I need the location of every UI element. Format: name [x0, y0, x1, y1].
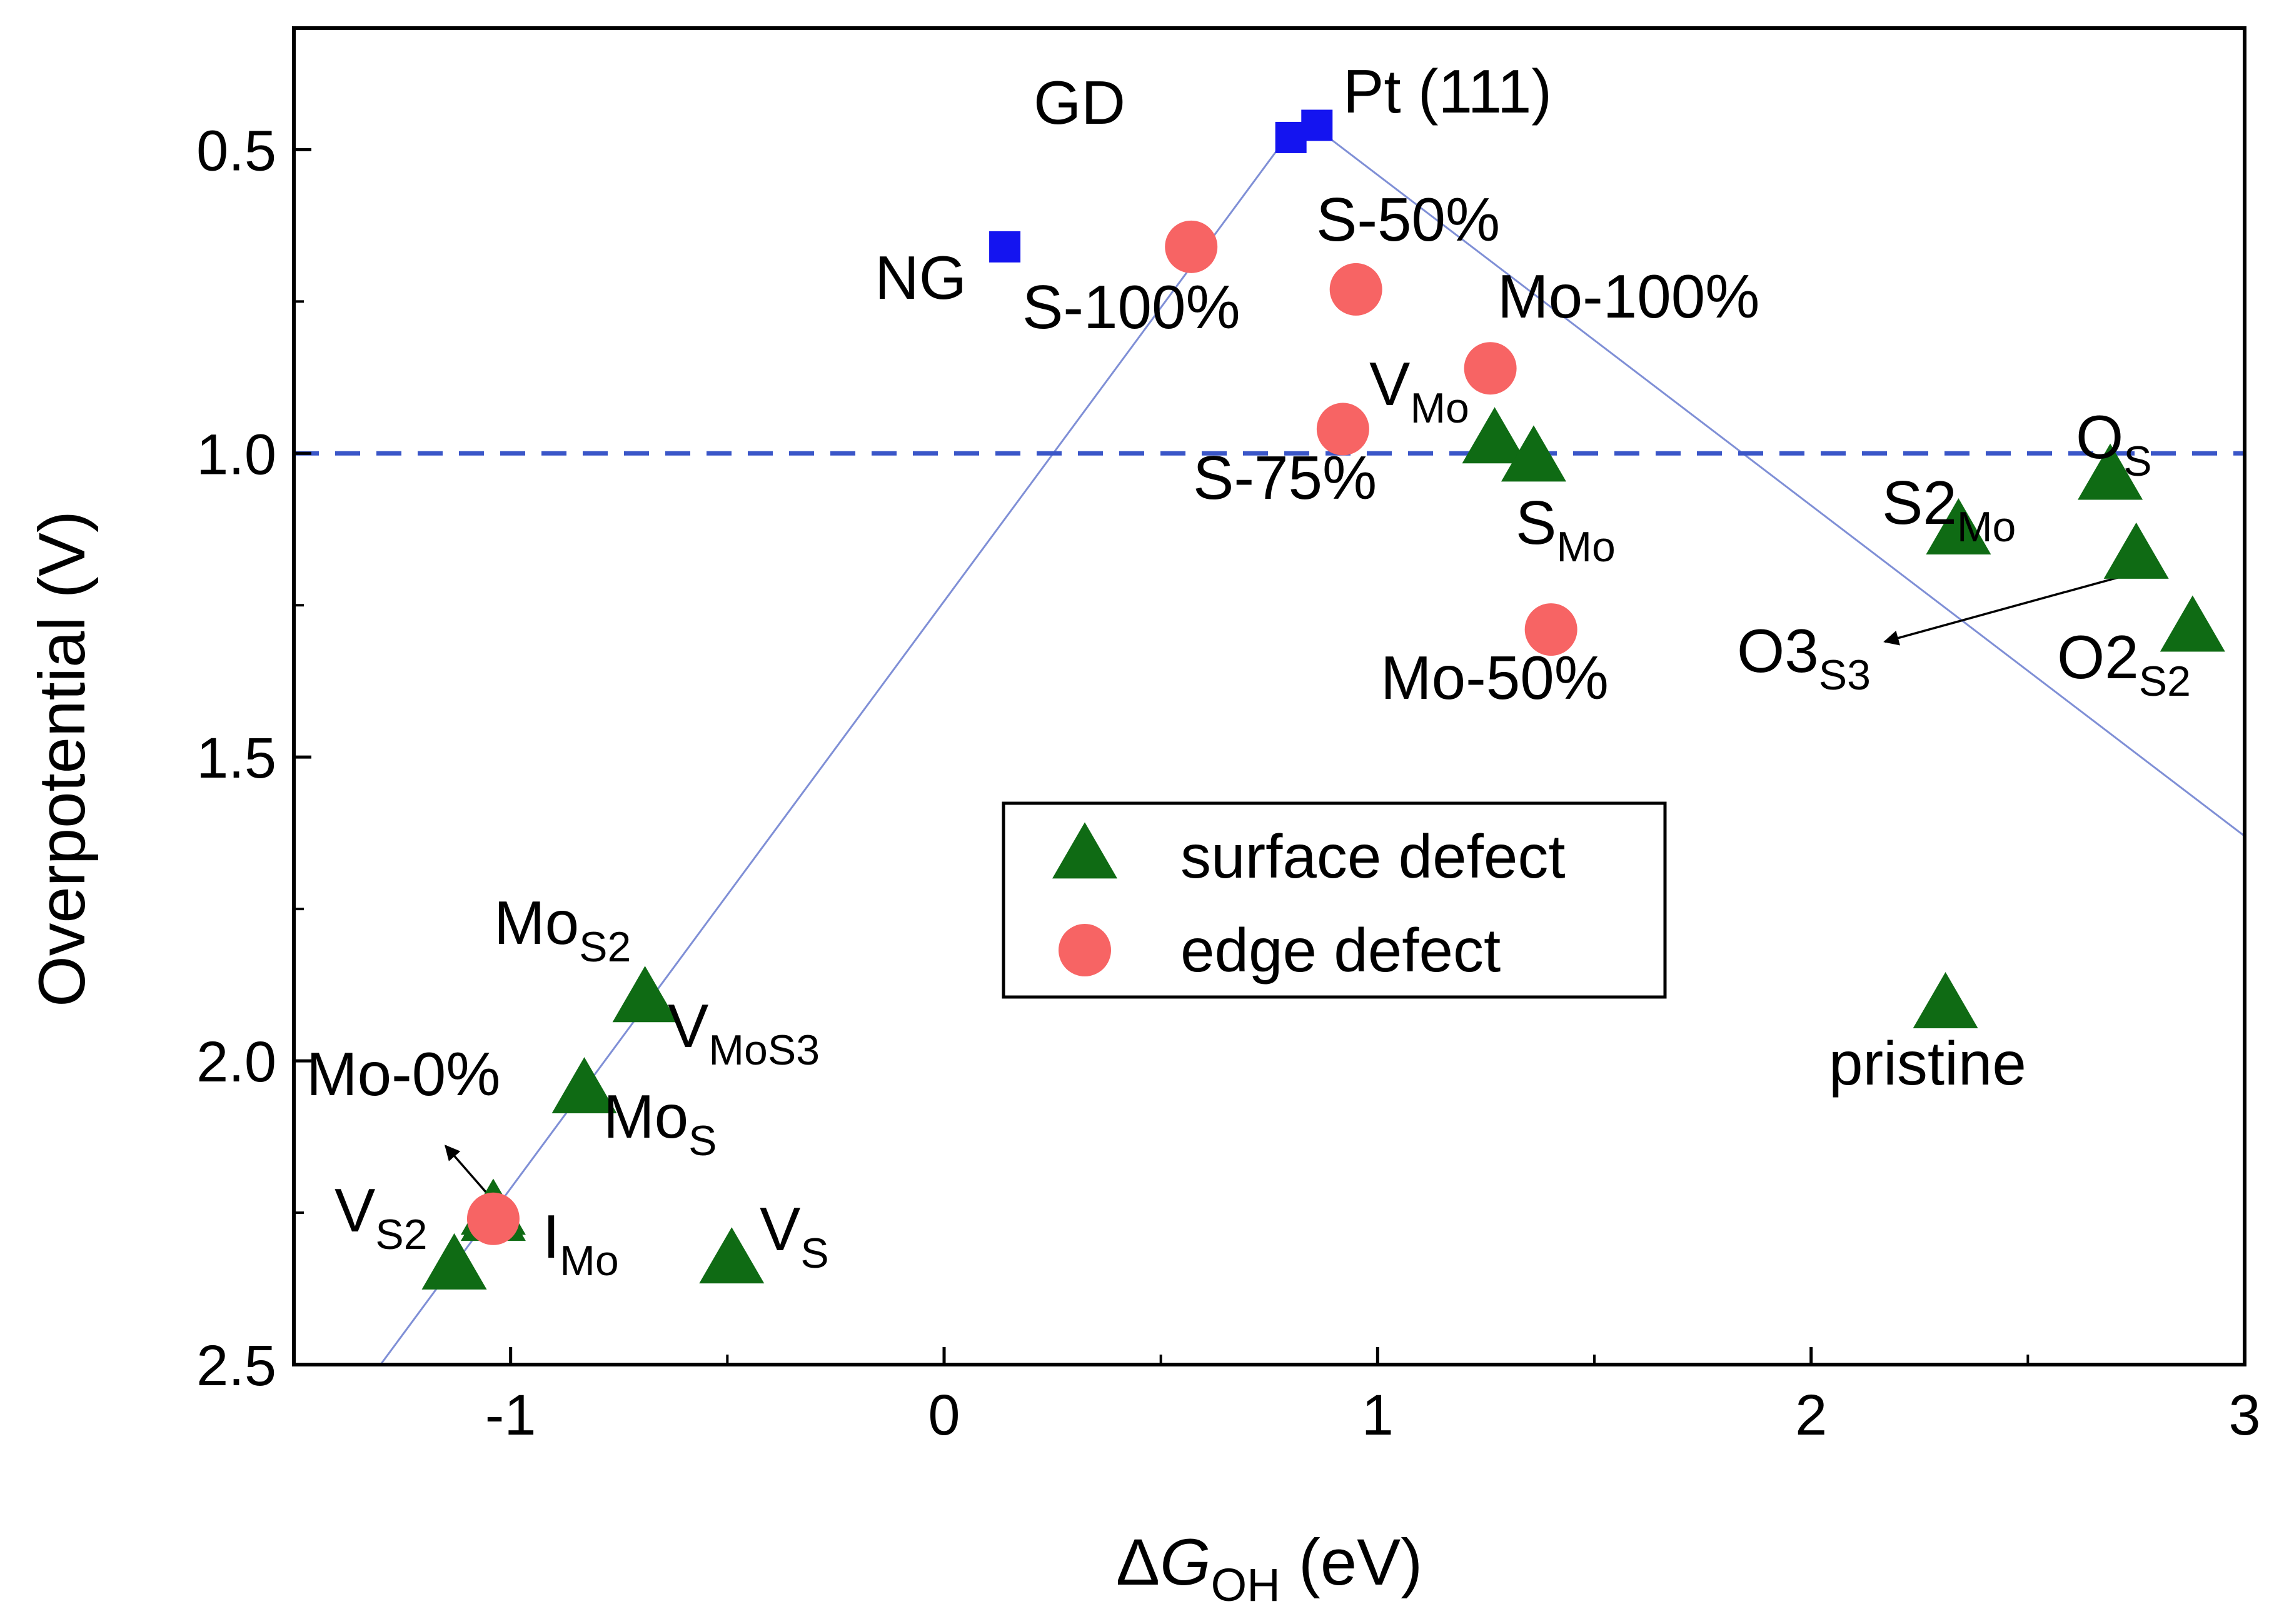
x-tick-label: 0	[928, 1383, 960, 1447]
triangle-marker-v-s	[699, 1227, 765, 1284]
x-tick-label: 3	[2228, 1383, 2260, 1447]
y-axis-title: Overpotential (V)	[26, 511, 99, 1007]
point-label-mo-50-: Mo-50%	[1381, 643, 1609, 712]
circle-marker-mo-100-	[1464, 342, 1517, 395]
point-label-s-100-: S-100%	[1022, 273, 1240, 341]
triangle-marker-o-s	[2078, 443, 2143, 500]
point-label-s-mo: SMo	[1516, 488, 1616, 571]
arrow-o3-s3	[1883, 573, 2128, 646]
point-label-i-mo: IMo	[543, 1202, 619, 1285]
point-label-gd: GD	[1034, 68, 1125, 137]
volcano-left-branch	[380, 131, 1292, 1365]
triangle-marker-v-s2	[421, 1233, 487, 1290]
y-tick-label: 1.0	[196, 423, 276, 486]
point-label-pt-111-: Pt (111)	[1343, 57, 1552, 126]
triangle-marker-s-mo	[1501, 425, 1566, 482]
circle-marker-s-50-	[1329, 263, 1382, 316]
triangle-marker-s2-mo	[1926, 498, 1991, 554]
point-label-v-s: VS	[760, 1195, 829, 1277]
point-label-s2-mo: S2Mo	[1882, 468, 2016, 551]
y-tick-label: 1.5	[196, 726, 276, 790]
triangle-marker-pristine	[1913, 972, 1978, 1028]
circle-marker-mo-50-	[1524, 603, 1577, 656]
arrow-mo-0	[445, 1145, 495, 1201]
point-label-s-75-: S-75%	[1193, 443, 1377, 512]
point-label-mo-100-: Mo-100%	[1497, 262, 1759, 331]
legend: surface defect edge defect	[1002, 801, 1667, 999]
plot-area: GD Pt (111) NG S-100% S-50% Mo-100% S-75% Mo-50…	[294, 57, 2245, 1365]
x-tick-label: -1	[485, 1383, 536, 1447]
volcano-right-branch	[1312, 124, 2245, 837]
circle-marker-mo-0-	[466, 1192, 520, 1245]
point-label-ng: NG	[875, 243, 967, 312]
point-label-v-mos3: VMoS3	[668, 991, 820, 1074]
point-label-pristine: pristine	[1829, 1029, 2026, 1098]
square-marker-ng	[989, 231, 1021, 263]
point-label-mo-s: MoS	[603, 1082, 717, 1165]
point-label-o2-s2: O2S2	[2057, 623, 2191, 705]
plot-frame	[292, 26, 2246, 1366]
triangle-marker-v-mo	[1462, 407, 1527, 464]
point-label-o3-s3: O3S3	[1737, 616, 1871, 699]
point-label-v-mo: VMo	[1369, 349, 1469, 432]
legend-label: surface defect	[1180, 822, 1566, 891]
legend-triangle-marker	[1052, 822, 1117, 879]
point-label-s-50-: S-50%	[1316, 185, 1500, 254]
y-tick-label: 2.0	[196, 1030, 276, 1094]
y-tick-label: 2.5	[196, 1334, 276, 1398]
square-marker-pt-111-	[1301, 109, 1333, 141]
legend-circle-marker	[1059, 924, 1111, 976]
axes: -1 0 1 2 3 0.5 1.0 1.5 2.0 2.5 ΔGOH (eV) Overpotent…	[26, 26, 2261, 1611]
point-label-mo-s2: MoS2	[494, 888, 631, 971]
x-tick-label: 1	[1362, 1383, 1394, 1447]
legend-box	[1002, 801, 1667, 999]
triangle-marker-mo-s2	[612, 966, 678, 1023]
point-label-v-s2: VS2	[335, 1176, 428, 1258]
triangle-marker-o2-s2	[2160, 595, 2225, 652]
y-tick-label: 0.5	[196, 119, 276, 183]
point-label-mo-0-: Mo-0%	[306, 1040, 500, 1108]
point-label-o-s: OS	[2076, 403, 2152, 485]
x-tick-label: 2	[1795, 1383, 1827, 1447]
circle-marker-s-100-	[1165, 220, 1218, 273]
triangle-marker-o3-s3	[2103, 522, 2169, 579]
circle-marker-s-75-	[1316, 403, 1369, 456]
x-axis-title: ΔGOH (eV)	[1116, 1526, 1422, 1611]
triangle-marker-v-mos3	[551, 1057, 617, 1114]
legend-label: edge defect	[1180, 916, 1501, 985]
